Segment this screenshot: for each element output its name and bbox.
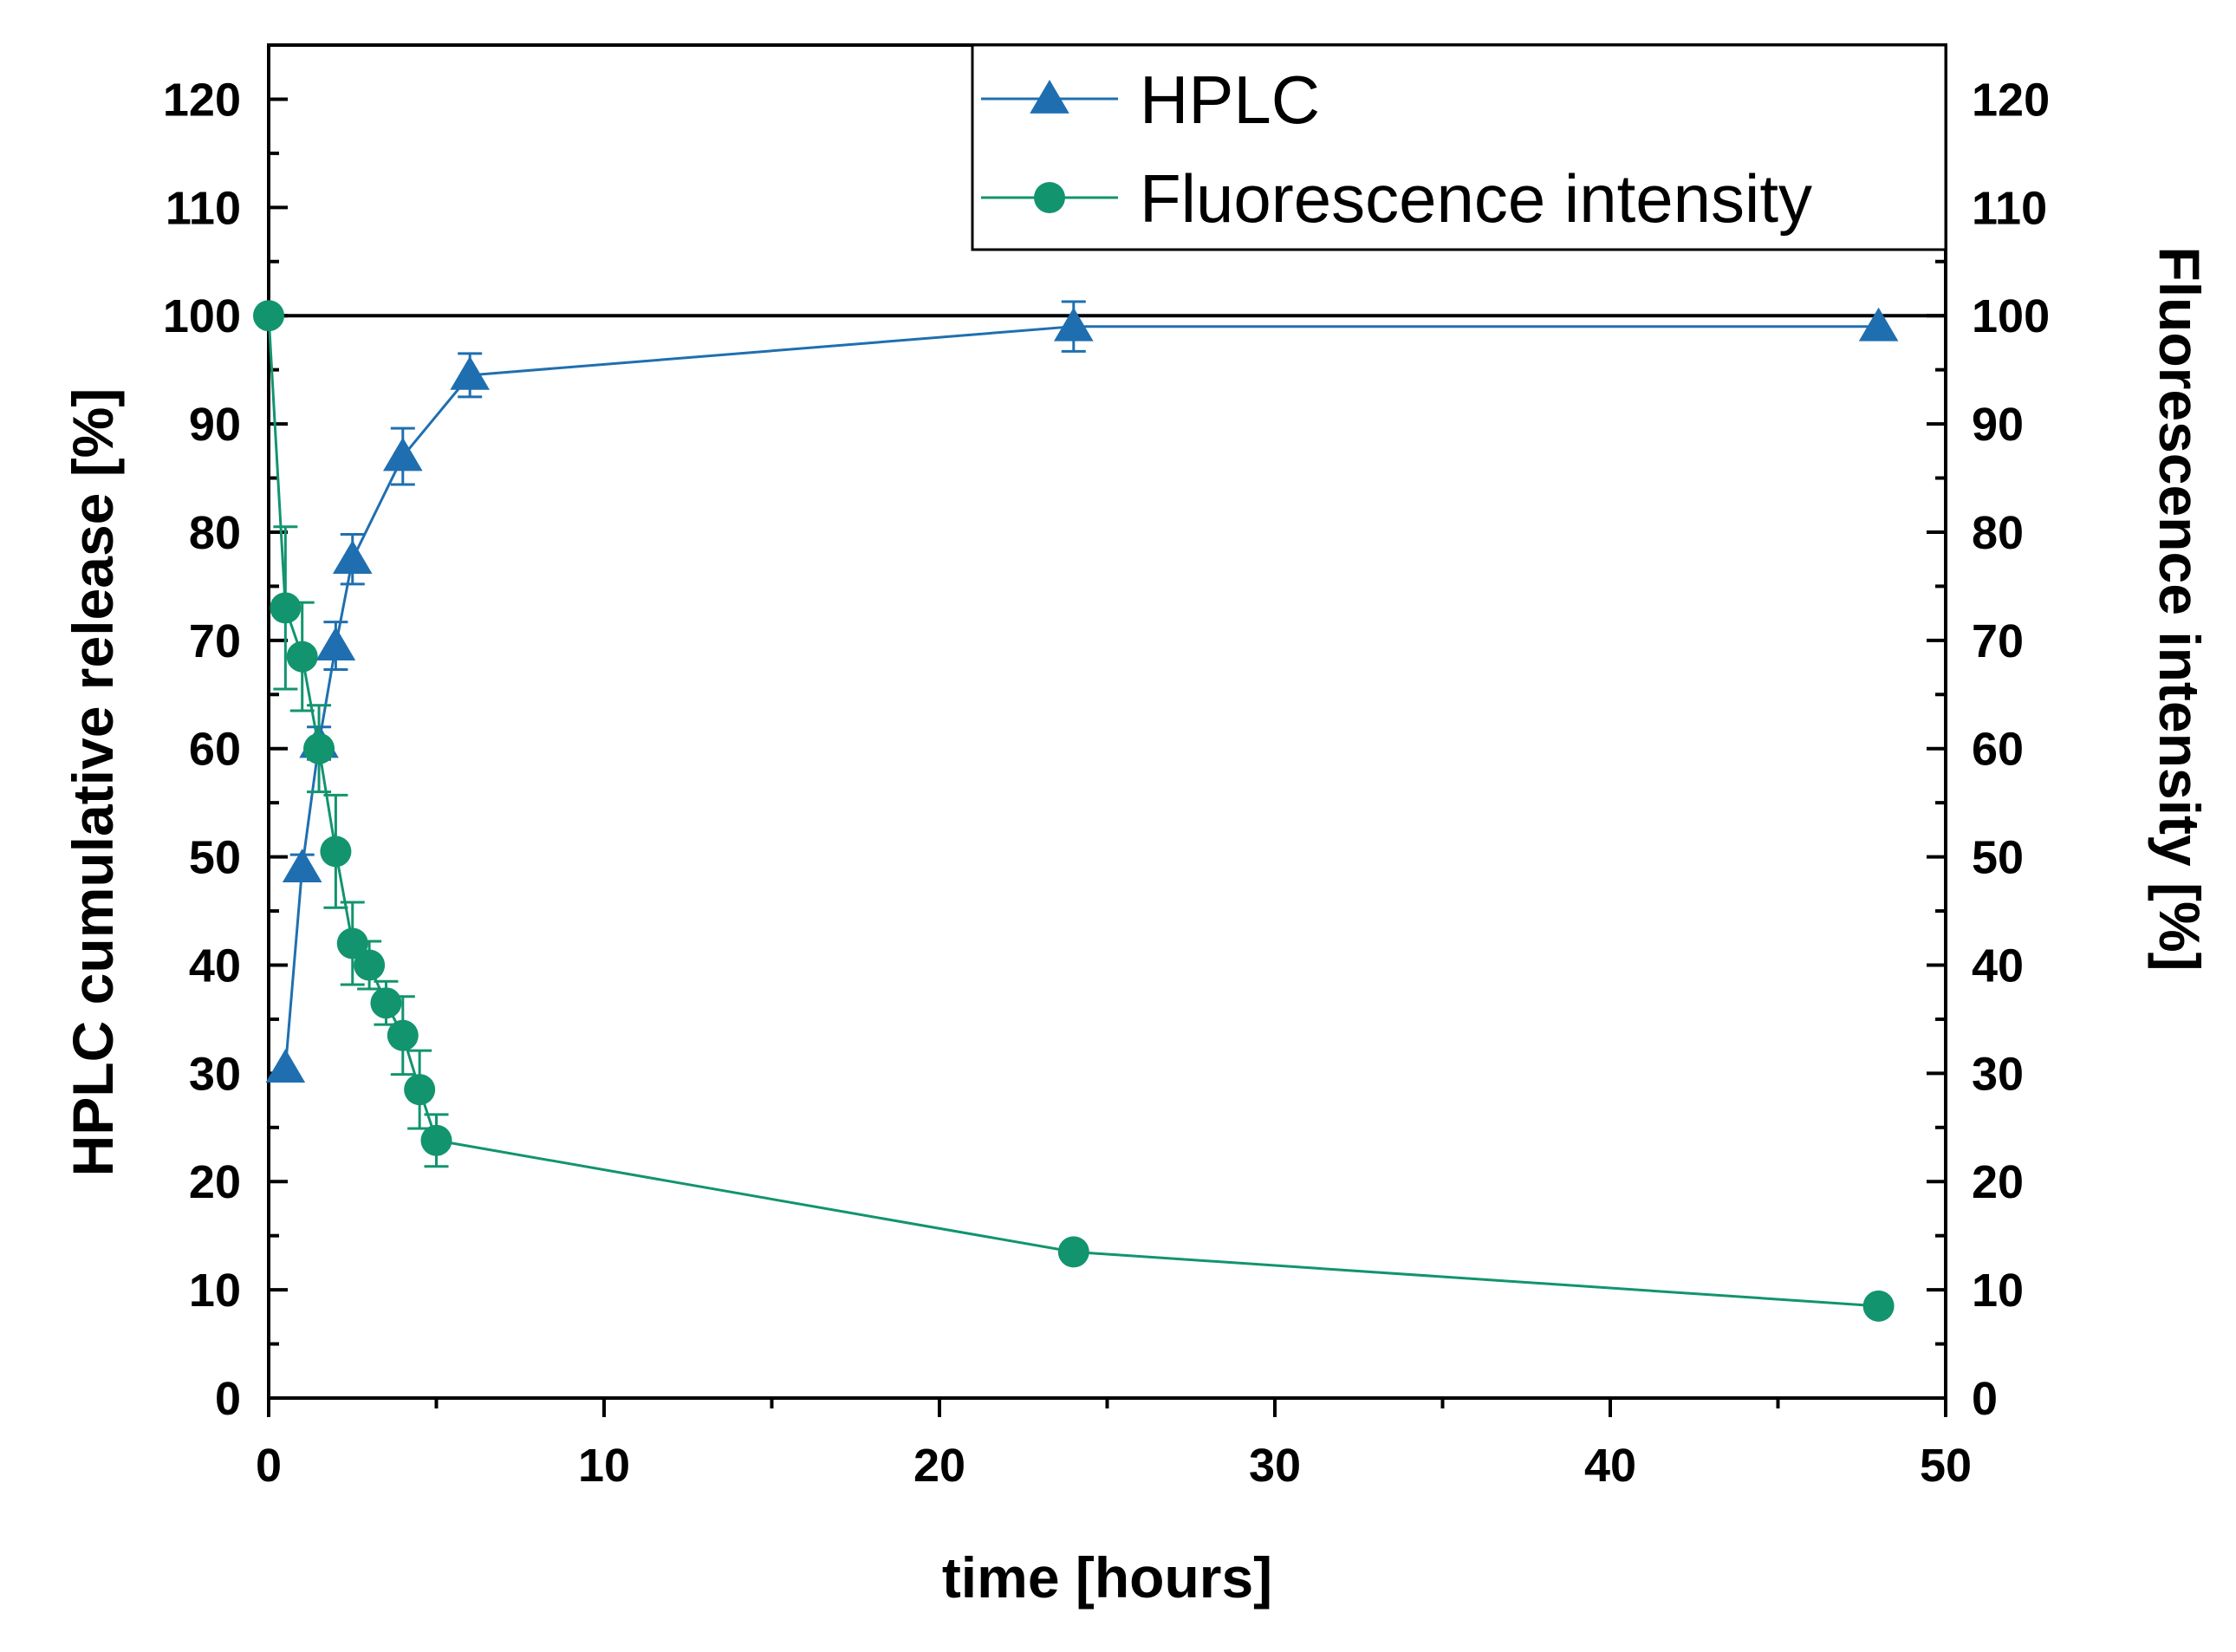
data-point-circle [253, 300, 284, 332]
y-right-tick-label: 50 [1972, 832, 2024, 884]
y-left-tick-label: 80 [189, 507, 241, 559]
data-point-triangle [1858, 307, 1899, 341]
y-left-tick-label: 30 [189, 1048, 241, 1100]
y-right-tick-label: 40 [1972, 940, 2024, 992]
y-left-tick-label: 50 [189, 832, 241, 884]
data-point-circle [370, 987, 402, 1019]
y-right-tick-label: 100 [1972, 290, 2050, 342]
data-point-triangle [332, 540, 373, 575]
y-right-tick-label: 80 [1972, 507, 2024, 559]
y-axis-left-title: HPLC cumulative release [%] [61, 388, 125, 1177]
data-point-circle [354, 949, 386, 981]
x-tick-label: 20 [913, 1440, 965, 1492]
y-left-tick-label: 0 [215, 1373, 241, 1425]
y-right-tick-label: 10 [1972, 1265, 2024, 1317]
data-point-triangle [265, 1049, 306, 1083]
data-point-triangle [315, 627, 356, 660]
data-point-circle [286, 641, 318, 673]
data-point-circle [1057, 1236, 1089, 1268]
data-point-circle [320, 836, 352, 868]
data-point-triangle [1054, 307, 1094, 341]
series-line [267, 315, 1879, 1308]
data-point-circle [404, 1074, 436, 1106]
legend-label-hplc: HPLC [1140, 62, 1320, 138]
y-right-tick-label: 120 [1972, 74, 2050, 126]
y-right-tick-label: 90 [1972, 399, 2024, 451]
data-point-triangle [450, 355, 490, 390]
data-point-triangle [282, 849, 322, 882]
chart-series [253, 300, 1899, 1322]
x-tick-label: 10 [578, 1440, 630, 1492]
y-right-tick-label: 110 [1972, 182, 2047, 234]
x-tick-label: 40 [1584, 1440, 1636, 1492]
data-point-circle [303, 732, 335, 764]
y-right-tick-label: 20 [1972, 1156, 2024, 1208]
data-point-circle [1862, 1290, 1895, 1322]
y-right-tick-label: 0 [1972, 1373, 1998, 1425]
data-point-circle [336, 927, 368, 959]
legend-marker-hplc [1030, 80, 1069, 114]
y-right-tick-label: 30 [1972, 1048, 2024, 1100]
data-point-circle [387, 1019, 419, 1051]
x-axis-title: time [hours] [942, 1545, 1272, 1610]
y-left-tick-label: 120 [163, 74, 241, 126]
legend-label-fluorescence: Fluorescence intensity [1140, 160, 1812, 237]
y-left-tick-label: 40 [189, 940, 241, 992]
legend-marker-fluorescence [1034, 182, 1065, 213]
series-hplc [265, 300, 1899, 1083]
y-left-tick-label: 20 [189, 1156, 241, 1208]
legend-box [971, 43, 1947, 251]
data-point-circle [420, 1124, 452, 1156]
series-line [283, 325, 1879, 1069]
x-tick-label: 0 [256, 1440, 282, 1492]
y-left-tick-label: 110 [166, 182, 241, 234]
x-tick-label: 50 [1920, 1440, 1972, 1492]
y-right-tick-label: 60 [1972, 724, 2024, 776]
y-left-tick-label: 90 [189, 399, 241, 451]
series-fluorescence [253, 300, 1895, 1322]
data-point-circle [270, 592, 302, 624]
y-right-tick-label: 70 [1972, 615, 2024, 667]
y-left-tick-label: 60 [189, 724, 241, 776]
x-tick-label: 30 [1249, 1440, 1301, 1492]
data-point-triangle [383, 437, 423, 472]
y-axis-right-title: Fluorescence intensity [%] [2148, 246, 2212, 971]
chart-legend: HPLC Fluorescence intensity [971, 43, 1947, 251]
y-left-tick-label: 70 [189, 615, 241, 667]
y-left-tick-label: 100 [163, 290, 241, 342]
y-left-tick-label: 10 [189, 1265, 241, 1317]
